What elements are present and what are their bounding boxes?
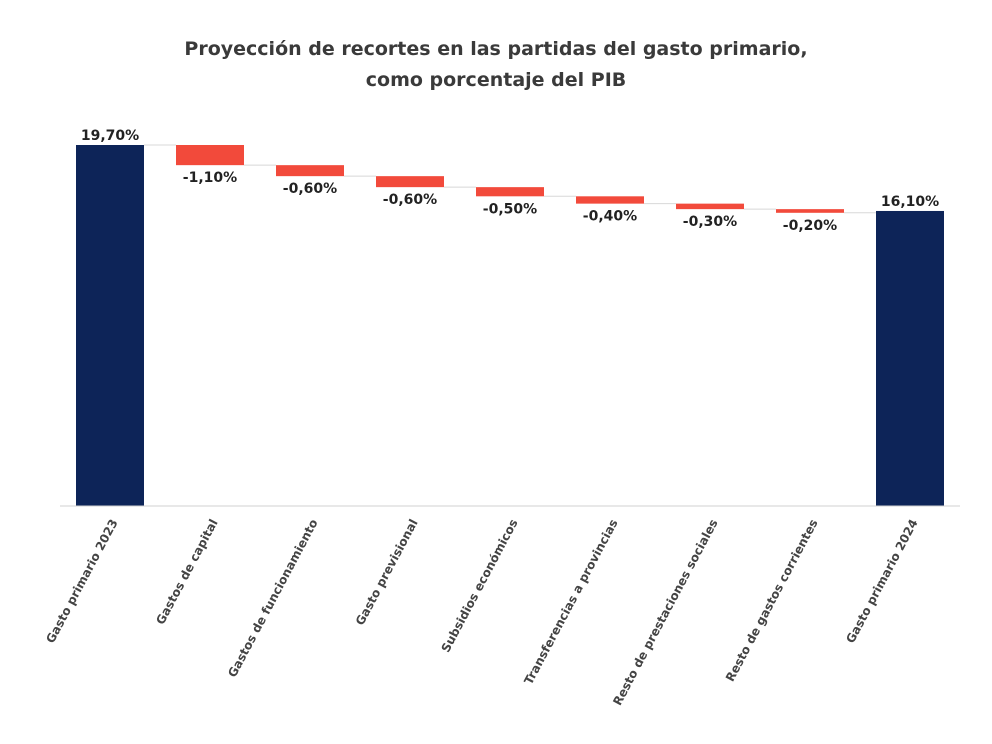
connector-lines xyxy=(144,144,876,214)
decrease-bar xyxy=(476,187,544,197)
decrease-bar xyxy=(776,209,844,213)
x-tick-label: Resto de prestaciones sociales xyxy=(610,517,720,708)
data-label: -0,20% xyxy=(783,218,837,234)
total-bar xyxy=(76,145,144,506)
decrease-bar xyxy=(376,176,444,188)
data-label: -0,60% xyxy=(383,192,437,208)
x-tick-label: Gastos de funcionamiento xyxy=(225,517,320,680)
decrease-bar xyxy=(676,203,744,210)
x-tick-label: Gastos de capital xyxy=(153,517,220,627)
chart-title-line-1: Proyección de recortes en las partidas d… xyxy=(184,38,808,60)
data-label: -0,30% xyxy=(683,214,737,230)
decrease-bar xyxy=(576,196,644,204)
data-labels: 19,70% -1,10% -0,60% -0,60% -0,50% -0,40% -0,3… xyxy=(81,128,939,234)
data-label: 19,70% xyxy=(81,128,139,144)
decrease-bar xyxy=(176,145,244,166)
bars xyxy=(76,145,944,506)
x-tick-label: Transferencias a provincias xyxy=(521,517,620,687)
chart-title-line-2: como porcentaje del PIB xyxy=(365,69,627,91)
x-tick-label: Gasto previsional xyxy=(353,517,421,628)
data-label: -0,60% xyxy=(283,181,337,197)
total-bar xyxy=(876,210,944,506)
x-tick-labels: Gasto primario 2023 Gastos de capital Gast… xyxy=(43,517,920,708)
x-tick-label: Resto de gastos corrientes xyxy=(723,517,821,684)
data-label: -1,10% xyxy=(183,170,237,186)
decrease-bar xyxy=(276,165,344,177)
data-label: 16,10% xyxy=(881,194,939,210)
data-label: -0,40% xyxy=(583,209,637,225)
data-label: -0,50% xyxy=(483,201,537,217)
x-tick-label: Gasto primario 2024 xyxy=(843,517,920,646)
chart-title: Proyección de recortes en las partidas d… xyxy=(0,34,992,96)
x-tick-label: Gasto primario 2023 xyxy=(43,517,120,646)
x-tick-label: Subsidios económicos xyxy=(438,517,520,655)
